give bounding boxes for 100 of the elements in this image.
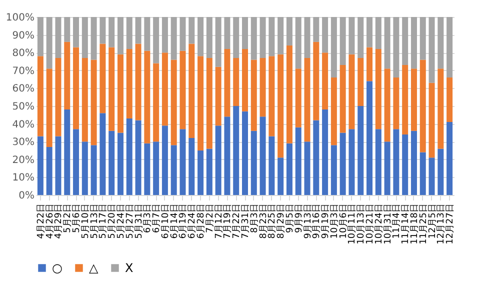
x-tick-label: 8月29日 — [276, 204, 287, 239]
x-tick-label: 5月6日 — [72, 204, 82, 233]
bar — [82, 58, 88, 142]
bar — [180, 50, 186, 130]
bar — [278, 158, 284, 195]
bar — [438, 148, 444, 195]
bar — [393, 129, 400, 195]
bar — [55, 17, 62, 58]
bar — [410, 68, 417, 131]
bar — [46, 146, 52, 195]
bar — [73, 129, 80, 195]
bar — [126, 17, 132, 50]
bar — [286, 143, 292, 195]
bar — [215, 66, 222, 126]
x-tick-label: 5月2日 — [63, 204, 74, 233]
bar — [268, 17, 275, 56]
x-tick-label: 6月14日 — [170, 204, 180, 239]
x-tick-label: 7月2日 — [205, 204, 216, 233]
bar — [64, 110, 70, 195]
x-tick-label: 10月6日 — [338, 204, 349, 239]
x-tick-label: 4月29日 — [54, 204, 64, 239]
bar — [304, 142, 310, 195]
bar — [90, 17, 97, 60]
bar — [224, 17, 230, 50]
bar — [224, 49, 230, 117]
bar — [206, 58, 212, 149]
bar — [198, 17, 204, 56]
x-tick-label: 9月16日 — [312, 204, 322, 239]
bar — [402, 134, 408, 195]
bar — [170, 17, 177, 60]
bar — [153, 142, 160, 195]
bar — [224, 116, 230, 195]
bar — [278, 54, 284, 158]
bar — [340, 17, 346, 66]
bar — [330, 145, 337, 195]
bar — [348, 129, 355, 195]
bar — [198, 150, 204, 195]
bar — [135, 120, 142, 195]
x-tick-label: 6月28日 — [196, 204, 207, 239]
bar — [393, 78, 400, 130]
bar — [402, 65, 408, 134]
x-tick-label: 12月13日 — [436, 204, 447, 244]
x-tick-label: 5月31日 — [134, 204, 144, 239]
bar — [117, 132, 124, 195]
x-tick-label: 5月10日 — [80, 204, 91, 239]
bar — [295, 68, 302, 128]
y-tick-label: 40% — [12, 119, 34, 130]
y-tick-label: 50% — [12, 102, 34, 112]
bar — [322, 110, 328, 195]
bar — [330, 78, 337, 146]
bar — [446, 17, 453, 78]
bar — [233, 58, 240, 106]
bar — [446, 78, 453, 122]
bar — [340, 132, 346, 195]
bar — [410, 17, 417, 69]
bar — [358, 58, 364, 106]
bar — [206, 148, 212, 195]
bar — [322, 17, 328, 53]
bar — [250, 60, 257, 131]
bar — [198, 56, 204, 150]
bar — [135, 44, 142, 120]
bar — [180, 129, 186, 195]
legend-label: △ — [89, 261, 99, 275]
bar — [278, 17, 284, 54]
bar — [348, 17, 355, 54]
bar — [242, 111, 248, 195]
x-tick-label: 10月31日 — [383, 204, 394, 244]
bar — [304, 17, 310, 58]
bar — [250, 17, 257, 60]
x-tick-label: 5月20日 — [108, 204, 118, 239]
legend-label: ○ — [52, 261, 62, 275]
bar — [215, 126, 222, 195]
x-tick-label: 10月3日 — [330, 204, 340, 239]
bar — [260, 116, 266, 195]
bar — [37, 17, 44, 56]
x-tick-label: 9月9日 — [294, 204, 304, 233]
bar — [215, 17, 222, 67]
bar — [64, 42, 70, 110]
x-tick-label: 6月7日 — [152, 204, 162, 233]
y-tick-label: 60% — [12, 84, 34, 95]
bar — [438, 68, 444, 149]
y-tick-label: 100% — [6, 12, 34, 24]
bar — [366, 81, 373, 195]
bar — [375, 17, 382, 50]
x-tick-label: 11月14日 — [401, 204, 412, 244]
bar — [375, 49, 382, 130]
bar — [188, 44, 195, 138]
bar — [73, 47, 80, 130]
bar — [233, 17, 240, 58]
bar — [55, 136, 62, 195]
bar — [153, 63, 160, 142]
bar — [170, 145, 177, 195]
y-tick-label: 0% — [18, 190, 34, 202]
bar — [322, 52, 328, 110]
bar — [438, 17, 444, 69]
x-tick-label: 8月3日 — [250, 204, 260, 233]
bar — [135, 17, 142, 44]
bar — [268, 56, 275, 136]
x-tick-label: 7月19日 — [223, 204, 234, 239]
bar — [340, 65, 346, 133]
